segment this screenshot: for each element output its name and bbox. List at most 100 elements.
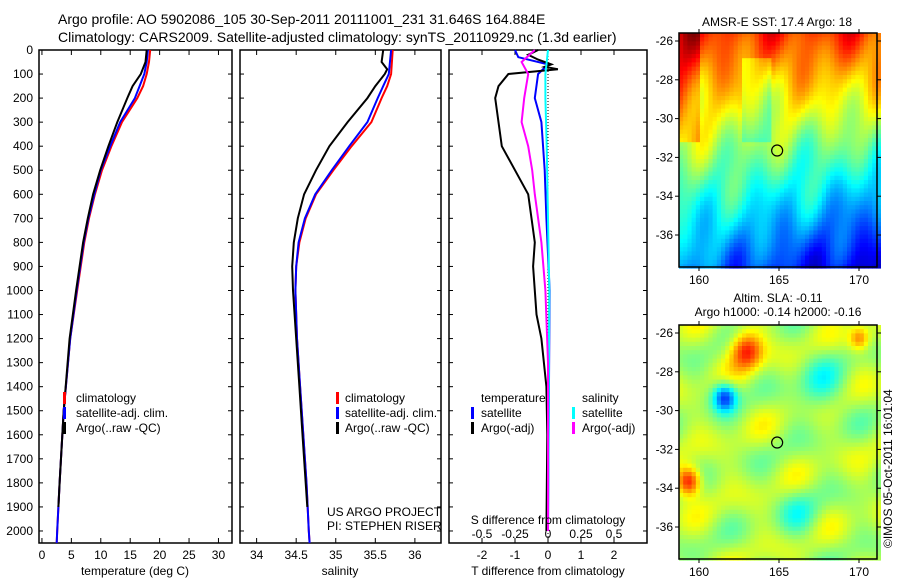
map-cell — [763, 451, 768, 456]
map-cell — [704, 91, 709, 97]
map-cell — [687, 480, 692, 485]
map-cell — [733, 337, 739, 343]
map-cell — [767, 146, 772, 151]
map-cell — [700, 362, 705, 368]
map-cell — [809, 476, 814, 481]
map-cell — [842, 354, 848, 359]
map-cell — [758, 75, 764, 80]
map-cell — [800, 446, 806, 452]
map-cell — [763, 96, 768, 101]
map-cell — [708, 154, 713, 160]
map-cell — [708, 255, 713, 261]
map-cell — [817, 255, 823, 261]
map-cell — [700, 358, 705, 364]
map-cell — [708, 75, 713, 80]
map-cell — [784, 238, 789, 244]
map-cell — [826, 388, 831, 393]
map-cell — [863, 451, 869, 456]
map-cell — [842, 49, 848, 55]
map-cell — [683, 446, 688, 452]
map-cell — [800, 142, 806, 147]
map-cell — [834, 100, 839, 105]
map-cell — [754, 238, 760, 244]
map-cell — [750, 358, 755, 364]
map-cell — [721, 96, 726, 101]
map-cell — [758, 367, 764, 372]
y-tick-label: 1900 — [6, 500, 33, 514]
map-cell — [691, 196, 697, 202]
map-cell — [809, 358, 814, 364]
map-cell — [788, 375, 793, 380]
map-cell — [834, 455, 839, 460]
map-cell — [859, 108, 865, 114]
map-cell — [704, 87, 709, 93]
map-cell — [788, 388, 793, 393]
x-tick-label: 10 — [94, 548, 108, 562]
map-cell — [708, 205, 713, 210]
map-cell — [708, 45, 713, 51]
map-cell — [805, 100, 810, 105]
map-cell — [708, 238, 713, 244]
map-cell — [813, 238, 818, 244]
map-cell — [763, 138, 768, 143]
map-cell — [691, 201, 697, 206]
map-cell — [842, 75, 848, 80]
map-cell — [868, 234, 873, 240]
map-cell — [830, 33, 835, 38]
map-cell — [746, 350, 751, 355]
map-cell — [847, 79, 852, 84]
map-cell — [695, 484, 701, 490]
map-cell — [758, 217, 764, 223]
map-cell — [771, 463, 776, 469]
map-cell — [683, 213, 688, 219]
map-cell — [687, 497, 692, 502]
map-cell — [700, 96, 705, 101]
map-cell — [708, 163, 713, 168]
map-cell — [800, 238, 806, 244]
map-cell — [788, 175, 793, 181]
map-cell — [737, 417, 743, 422]
map-cell — [683, 463, 688, 469]
map-cell — [859, 133, 865, 139]
map-cell — [868, 159, 873, 164]
map-cell — [754, 133, 760, 139]
map-cell — [796, 62, 802, 67]
map-cell — [805, 133, 810, 139]
map-cell — [788, 37, 793, 42]
map-cell — [842, 501, 848, 506]
map-cell — [868, 45, 873, 51]
map-cell — [863, 493, 869, 498]
map-cell — [721, 367, 726, 372]
map-cell — [821, 497, 827, 502]
map-cell — [779, 217, 785, 223]
map-cell — [796, 192, 802, 198]
map-cell — [716, 217, 722, 223]
map-cell — [775, 476, 781, 481]
map-cell — [821, 117, 827, 122]
map-cell — [779, 230, 785, 235]
map-cell — [872, 379, 877, 385]
map-cell — [708, 58, 713, 63]
map-cell — [792, 333, 797, 338]
map-cell — [767, 159, 772, 164]
map-cell — [679, 451, 684, 456]
map-cell — [729, 62, 734, 67]
map-cell — [788, 493, 793, 498]
map-cell — [721, 325, 726, 330]
map-cell — [746, 438, 751, 443]
map-cell — [729, 125, 734, 130]
map-cell — [830, 159, 835, 164]
map-cell — [855, 121, 860, 126]
map-cell — [876, 108, 881, 114]
map-cell — [784, 341, 789, 347]
map-cell — [842, 154, 848, 160]
map-cell — [729, 146, 734, 151]
map-cell — [800, 480, 806, 485]
map-cell — [834, 196, 839, 202]
map-cell — [809, 45, 814, 51]
map-cell — [721, 70, 726, 76]
map-cell — [712, 83, 718, 88]
map-cell — [679, 142, 684, 147]
map-cell — [838, 45, 844, 51]
map-cell — [725, 421, 730, 427]
